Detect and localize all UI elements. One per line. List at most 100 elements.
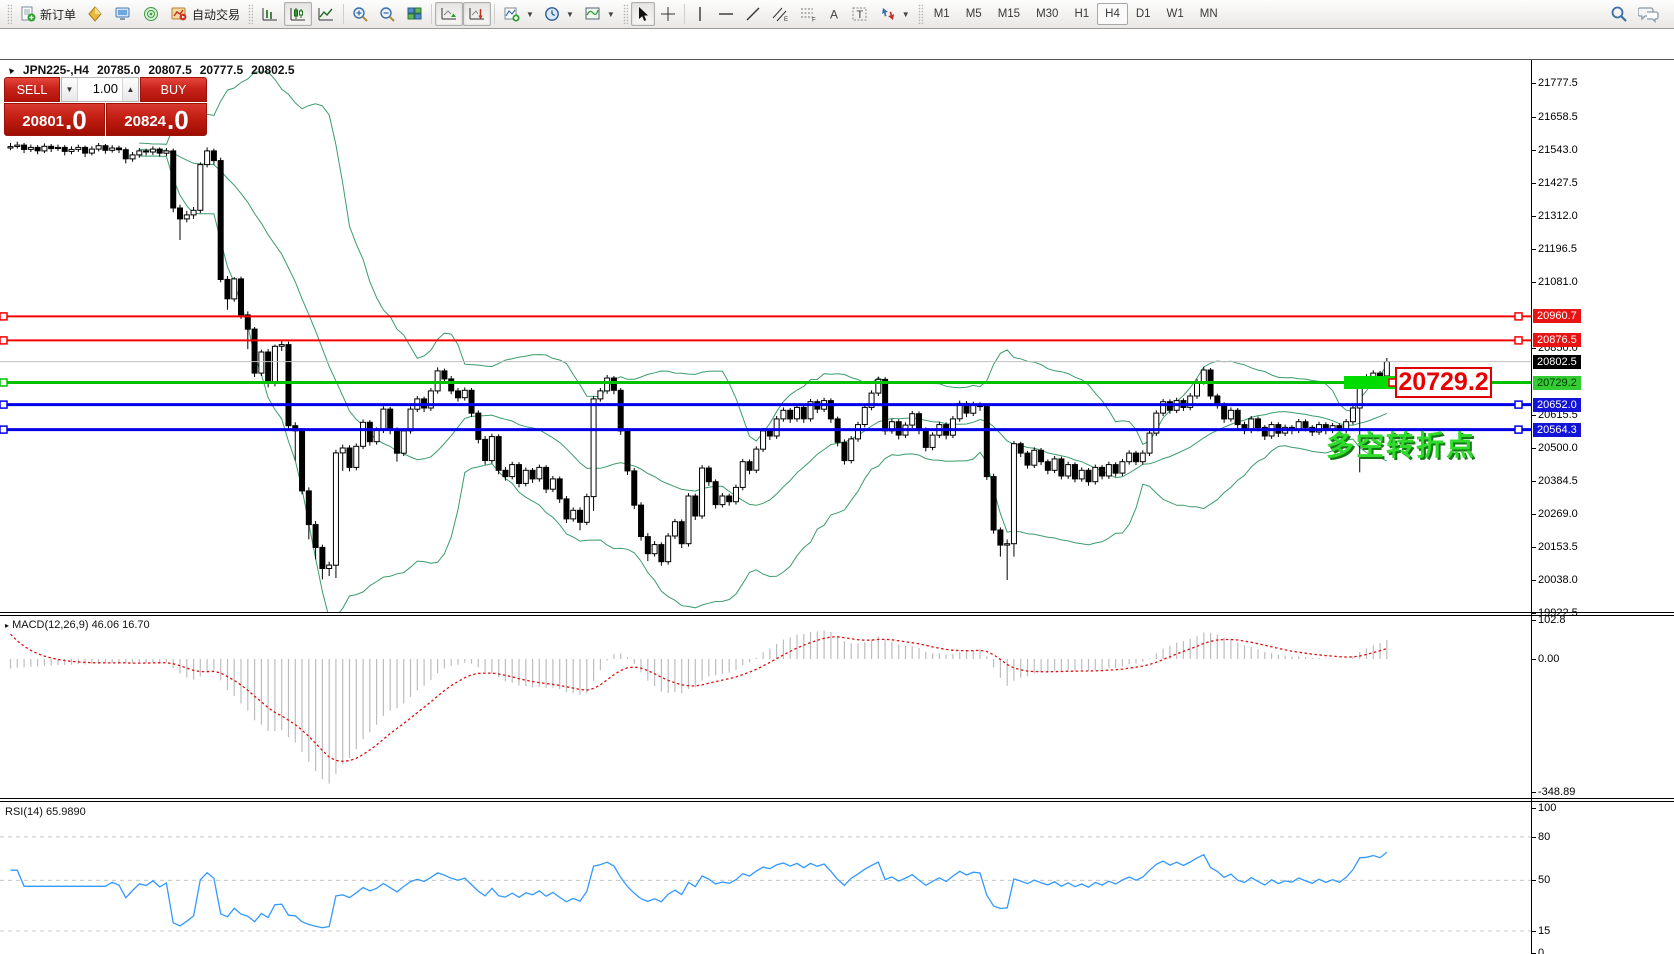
tab-timeframe-M1[interactable]: M1	[933, 8, 950, 20]
chart-top-border	[0, 59, 1674, 60]
tab-timeframe-H4[interactable]: H4	[1097, 3, 1128, 25]
volume-decrement-button[interactable]: ▼	[62, 78, 78, 101]
collapse-triangle-icon[interactable]: ▸	[5, 621, 10, 630]
axis-tick	[1531, 282, 1536, 283]
axis-tick-label: 100	[1538, 802, 1557, 814]
tab-timeframe-H1[interactable]: H1	[1074, 8, 1090, 20]
text-label-button[interactable]: T	[846, 2, 874, 26]
axis-tick-label: 20153.5	[1538, 541, 1578, 553]
axis-tick-label: 15	[1538, 924, 1551, 937]
chart-note-text[interactable]: 多空转折点	[1326, 430, 1477, 461]
bar-chart-button[interactable]	[256, 2, 284, 26]
axis-tick	[1531, 880, 1536, 882]
price-callout-box[interactable]: 20729.2	[1395, 367, 1492, 398]
signals-icon	[144, 7, 159, 21]
signals-button[interactable]	[137, 2, 165, 26]
buy-button[interactable]: BUY	[140, 77, 207, 102]
market-button[interactable]	[109, 2, 137, 26]
tab-timeframe-M5[interactable]: M5	[965, 8, 982, 20]
chart-caret-icon[interactable]: ▲	[3, 63, 18, 77]
horizontal-line-button[interactable]	[712, 2, 740, 26]
axis-tick	[1531, 580, 1536, 581]
tile-windows-button[interactable]	[401, 2, 428, 26]
tab-timeframe-W1[interactable]: W1	[1166, 8, 1184, 20]
axis-tick	[1531, 117, 1536, 118]
axis-tick	[1531, 83, 1536, 84]
templates-button[interactable]: ▼	[579, 2, 620, 26]
metaeditor-button[interactable]	[81, 2, 109, 26]
tab-timeframe-MN[interactable]: MN	[1199, 8, 1218, 20]
cursor-icon	[638, 7, 648, 21]
axis-tick-label: 20615.5	[1538, 409, 1578, 421]
candlestick-chart-button[interactable]	[284, 2, 313, 26]
chat-icon[interactable]	[1638, 5, 1660, 23]
axis-tick	[1531, 952, 1536, 954]
zoom-in-button[interactable]	[347, 2, 374, 26]
price-axis[interactable]	[1531, 60, 1532, 954]
crosshair-button[interactable]	[655, 2, 681, 26]
chevron-down-icon: ▼	[526, 9, 534, 19]
axis-tick-label: 21081.0	[1538, 276, 1578, 288]
buy-price-button[interactable]: 20824 .0	[106, 103, 207, 136]
volume-increment-button[interactable]: ▲	[122, 78, 138, 101]
axis-tick	[1531, 150, 1536, 151]
chart-area[interactable]: ▲ JPN225-,H4 20785.0 20807.5 20777.5 208…	[0, 30, 1674, 954]
channel-button[interactable]: E	[766, 2, 794, 26]
axis-tick	[1531, 792, 1536, 793]
tab-timeframe-M30[interactable]: M30	[1036, 8, 1059, 20]
macd-panel[interactable]	[0, 615, 1531, 798]
axis-tick	[1531, 183, 1536, 184]
panel-resize-handle[interactable]	[0, 612, 1674, 616]
axis-tick-label: 21312.0	[1538, 210, 1578, 222]
axis-tick	[1531, 348, 1536, 349]
text-button[interactable]: A	[822, 2, 846, 26]
autotrading-button[interactable]: 自动交易	[165, 2, 245, 26]
cursor-button[interactable]	[630, 2, 655, 26]
rsi-panel[interactable]	[0, 802, 1531, 954]
buy-price-decimal: .0	[167, 105, 189, 135]
chevron-down-icon: ▼	[901, 9, 910, 19]
autotrading-icon	[171, 7, 187, 21]
volume-input[interactable]: 1.00	[92, 81, 118, 96]
price-tag: 20652.0	[1533, 397, 1581, 412]
search-icon[interactable]	[1610, 5, 1628, 23]
autotrading-label: 自动交易	[192, 7, 241, 22]
text-label-icon: T	[852, 7, 867, 21]
axis-tick	[1531, 514, 1536, 515]
toolbar-grip[interactable]	[248, 4, 254, 24]
zoom-out-button[interactable]	[374, 2, 401, 26]
new-order-icon	[21, 6, 36, 22]
trendline-icon	[746, 7, 760, 21]
tab-timeframe-M15[interactable]: M15	[997, 8, 1021, 20]
one-click-trading-panel: SELL ▼ 1.00 ▲ BUY 20801 .0 20824 .0	[4, 77, 207, 136]
fibonacci-button[interactable]: F	[794, 2, 822, 26]
axis-tick-label: 21196.5	[1538, 243, 1577, 255]
vertical-line-button[interactable]	[688, 2, 712, 26]
indicators-button[interactable]: ▼	[498, 2, 539, 26]
periods-button[interactable]: ▼	[539, 2, 579, 26]
chart-shift-button[interactable]	[463, 2, 492, 26]
toolbar-grip[interactable]	[7, 4, 12, 24]
tab-timeframe-D1[interactable]: D1	[1135, 8, 1151, 20]
axis-tick	[1531, 448, 1536, 449]
clock-icon	[545, 7, 559, 21]
zoom-out-icon	[380, 7, 395, 22]
sell-price-button[interactable]: 20801 .0	[4, 103, 105, 136]
sell-button[interactable]: SELL	[4, 77, 60, 102]
toolbar-grip[interactable]	[622, 4, 628, 24]
toolbar-separator	[683, 4, 685, 24]
chevron-down-icon: ▼	[565, 9, 574, 19]
price-chart[interactable]	[0, 60, 1531, 612]
tile-windows-icon	[407, 7, 422, 20]
arrows-button[interactable]: ▼	[874, 2, 915, 26]
channel-icon: E	[772, 7, 788, 22]
panel-resize-handle[interactable]	[0, 798, 1674, 802]
line-chart-button[interactable]	[312, 2, 340, 26]
autoscroll-button[interactable]	[435, 2, 464, 26]
trendline-button[interactable]	[740, 2, 766, 26]
zoom-in-icon	[353, 7, 368, 22]
new-order-button[interactable]: 新订单	[15, 2, 81, 26]
toolbar-grip[interactable]	[917, 4, 923, 24]
autoscroll-icon	[441, 8, 457, 20]
horizontal-line-icon	[718, 13, 733, 15]
